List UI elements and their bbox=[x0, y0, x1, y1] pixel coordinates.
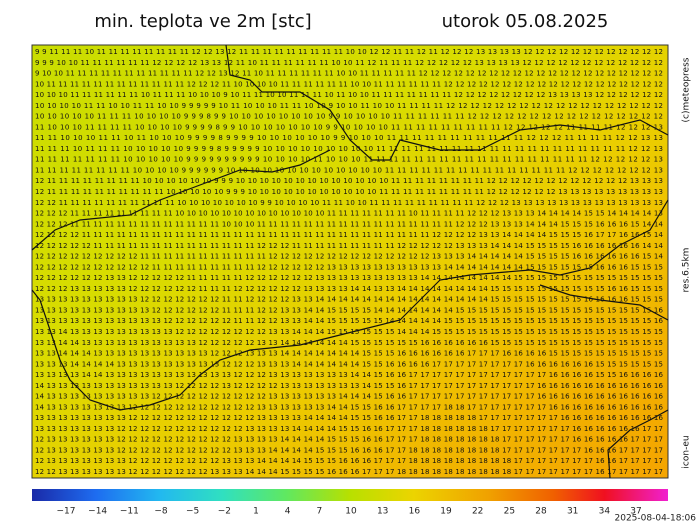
grid-row: 11 11 11 11 11 11 11 11 10 10 10 10 9 9 … bbox=[35, 166, 663, 174]
grid-row: 9 10 10 11 11 11 11 11 11 11 11 11 11 11… bbox=[35, 70, 663, 78]
grid-row: 12 12 13 13 13 13 13 13 12 12 12 12 12 1… bbox=[35, 468, 663, 476]
colorbar-tick-label: −5 bbox=[186, 507, 199, 517]
grid-row: 12 12 12 12 12 12 13 13 12 12 12 12 12 1… bbox=[35, 274, 663, 282]
model: icon-eu bbox=[682, 435, 692, 468]
colorbar bbox=[32, 489, 668, 501]
colorbar-tick-label: 1 bbox=[253, 507, 259, 517]
grid-row: 13 13 13 13 13 13 13 13 13 13 12 12 12 1… bbox=[35, 306, 664, 314]
grid-row: 12 12 12 11 11 11 11 11 11 11 11 11 10 1… bbox=[35, 210, 663, 218]
grid-row: 11 11 11 10 11 11 11 10 10 10 10 10 9 9 … bbox=[35, 145, 663, 153]
grid-row: 12 12 12 12 12 12 12 12 12 12 11 11 11 1… bbox=[35, 263, 663, 271]
colorbar-tick-label: −2 bbox=[218, 507, 231, 517]
grid-row: 12 12 12 12 12 11 11 11 11 11 11 11 11 1… bbox=[35, 242, 664, 250]
colorbar-tick-label: 34 bbox=[599, 507, 611, 517]
resolution: res.6.5km bbox=[682, 248, 692, 293]
grid-row: 10 10 10 10 11 11 10 10 11 11 10 10 9 9 … bbox=[35, 102, 663, 110]
grid-row: 13 13 13 14 14 14 14 13 13 13 13 13 13 1… bbox=[35, 360, 663, 368]
colorbar-tick-label: 16 bbox=[409, 507, 421, 517]
value-grid: 9 9 11 11 11 10 11 11 11 11 11 11 11 11 … bbox=[35, 48, 664, 476]
timestamp: 2025-08-04-18:06 bbox=[615, 514, 697, 524]
grid-row: 13 13 14 13 13 13 13 13 13 13 13 13 12 1… bbox=[35, 328, 663, 336]
grid-row: 13 13 13 13 13 13 13 13 13 13 13 12 12 1… bbox=[35, 317, 664, 325]
colorbar-tick-label: 13 bbox=[377, 507, 388, 517]
colorbar-tick-label: 10 bbox=[345, 507, 357, 517]
grid-row: 13 13 13 13 13 13 13 13 12 12 12 12 12 1… bbox=[35, 414, 664, 422]
grid-row: 12 12 12 12 12 12 12 12 12 11 11 11 11 1… bbox=[35, 253, 664, 261]
grid-row: 12 13 13 13 13 13 13 13 12 12 12 12 12 1… bbox=[35, 457, 663, 465]
grid-row: 9 9 11 11 11 10 11 11 11 11 11 11 11 11 … bbox=[35, 48, 663, 56]
grid-row: 12 13 13 13 13 13 13 12 12 12 12 12 12 1… bbox=[35, 436, 663, 444]
grid-row: 10 10 10 11 11 11 11 11 11 10 11 11 11 1… bbox=[35, 91, 663, 99]
grid-row: 11 11 11 11 11 11 11 10 10 10 10 10 9 9 … bbox=[35, 156, 663, 164]
grid-row: 14 13 13 13 13 13 13 13 13 13 12 12 12 1… bbox=[35, 393, 664, 401]
colorbar-tick-label: −11 bbox=[120, 507, 139, 517]
grid-row: 13 13 13 13 14 14 13 13 13 13 13 13 13 1… bbox=[35, 371, 664, 379]
grid-row: 13 13 13 13 13 13 13 12 12 12 12 12 12 1… bbox=[35, 425, 663, 433]
colorbar-tick-label: 7 bbox=[316, 507, 322, 517]
grid-row: 12 12 12 12 11 11 11 11 11 11 11 11 11 1… bbox=[35, 231, 664, 239]
grid-row: 13 13 14 14 13 13 13 13 13 13 13 13 13 1… bbox=[35, 339, 663, 347]
colorbar-tick-label: 37 bbox=[630, 507, 641, 517]
colorbar-tick-label: −14 bbox=[88, 507, 107, 517]
map-area bbox=[31, 44, 669, 479]
grid-row: 12 12 12 11 11 11 11 11 11 11 11 11 11 1… bbox=[35, 220, 664, 228]
grid-row: 12 12 12 13 13 13 13 13 12 12 12 12 12 1… bbox=[35, 285, 663, 293]
colorbar-ticks: −17 −14 −11 −8 −5 −2 1 4 7 10 13 16 19 22 25 28 31 34 37 bbox=[57, 507, 642, 517]
grid-row: 10 10 10 10 10 11 11 11 10 10 10 10 9 9 … bbox=[35, 113, 663, 121]
isolines bbox=[31, 44, 669, 479]
grid-row: 14 13 13 13 13 13 13 13 13 13 13 13 12 1… bbox=[35, 382, 664, 390]
grid-row: 9 9 9 10 10 11 11 11 11 11 11 12 12 12 1… bbox=[35, 59, 663, 67]
copyright: (c)meteopress bbox=[682, 57, 692, 122]
colorbar-tick-label: 28 bbox=[535, 507, 547, 517]
colorbar-tick-label: 22 bbox=[472, 507, 483, 517]
grid-row: 12 11 11 11 11 11 11 11 11 10 10 10 10 1… bbox=[35, 177, 663, 185]
date: utorok 05.08.2025 bbox=[442, 11, 609, 32]
grid-row: 12 11 11 11 11 11 11 11 11 11 11 10 10 1… bbox=[35, 188, 663, 196]
colorbar-tick-label: 25 bbox=[504, 507, 515, 517]
grid-row: 14 13 13 13 13 13 13 13 12 12 12 12 12 1… bbox=[35, 403, 664, 411]
colorbar-tick-label: 4 bbox=[285, 507, 291, 517]
colorbar-tick-label: 19 bbox=[440, 507, 452, 517]
colorbar-tick-label: −17 bbox=[57, 507, 76, 517]
colorbar-tick-label: −8 bbox=[154, 507, 168, 517]
grid-row: 13 13 14 14 14 13 13 13 13 13 13 13 13 1… bbox=[35, 350, 663, 358]
grid-row: 11 10 10 10 11 11 11 11 10 10 10 10 9 9 … bbox=[35, 123, 663, 131]
title: min. teplota ve 2m [stc] bbox=[94, 11, 311, 32]
grid-row: 12 12 11 11 11 11 11 11 11 11 11 11 10 1… bbox=[35, 199, 663, 207]
grid-row: 10 11 11 11 11 11 11 11 11 11 11 11 11 1… bbox=[35, 80, 663, 88]
colorbar-tick-label: 31 bbox=[567, 507, 578, 517]
grid-row: 12 13 13 13 13 13 13 12 12 12 12 12 12 1… bbox=[35, 446, 663, 454]
grid-row: 13 13 13 13 13 13 13 13 13 12 12 12 12 1… bbox=[35, 296, 663, 304]
